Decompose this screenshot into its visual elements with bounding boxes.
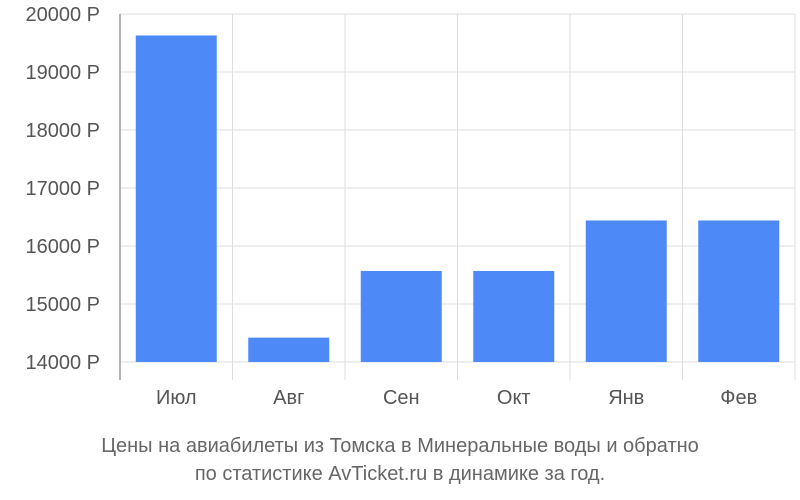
y-tick-label: 16000 Р bbox=[25, 236, 100, 258]
x-tick-label: Янв bbox=[608, 387, 644, 409]
x-tick-label: Авг bbox=[273, 387, 304, 409]
bar-2 bbox=[248, 337, 330, 362]
bar-4 bbox=[473, 270, 555, 362]
y-tick-label: 14000 Р bbox=[25, 352, 100, 374]
bar-3 bbox=[360, 270, 442, 362]
grid-lines bbox=[120, 13, 796, 380]
bar-1 bbox=[135, 35, 217, 363]
y-tick-label: 17000 Р bbox=[25, 178, 100, 200]
y-tick-label: 18000 Р bbox=[25, 120, 100, 142]
x-tick-label: Июл bbox=[156, 387, 197, 409]
x-tick-label: Фев bbox=[720, 387, 757, 409]
bar-6 bbox=[698, 220, 780, 362]
x-axis-labels: Июл Авг Сен Окт Янв Фев bbox=[156, 387, 757, 409]
bar-5 bbox=[585, 220, 667, 362]
chart-caption-line-1: Цены на авиабилеты из Томска в Минеральн… bbox=[101, 435, 699, 457]
bars bbox=[135, 35, 780, 363]
x-tick-label: Сен bbox=[383, 387, 420, 409]
y-tick-label: 19000 Р bbox=[25, 62, 100, 84]
y-axis-labels: 14000 Р 15000 Р 16000 Р 17000 Р 18000 Р 19000… bbox=[25, 4, 100, 374]
y-tick-label: 15000 Р bbox=[25, 294, 100, 316]
price-bar-chart: 14000 Р 15000 Р 16000 Р 17000 Р 18000 Р 19000… bbox=[25, 4, 796, 409]
y-tick-label: 20000 Р bbox=[25, 4, 100, 26]
chart-caption-line-2: по статистике AvTicket.ru в динамике за … bbox=[194, 463, 606, 485]
x-tick-label: Окт bbox=[497, 387, 531, 409]
